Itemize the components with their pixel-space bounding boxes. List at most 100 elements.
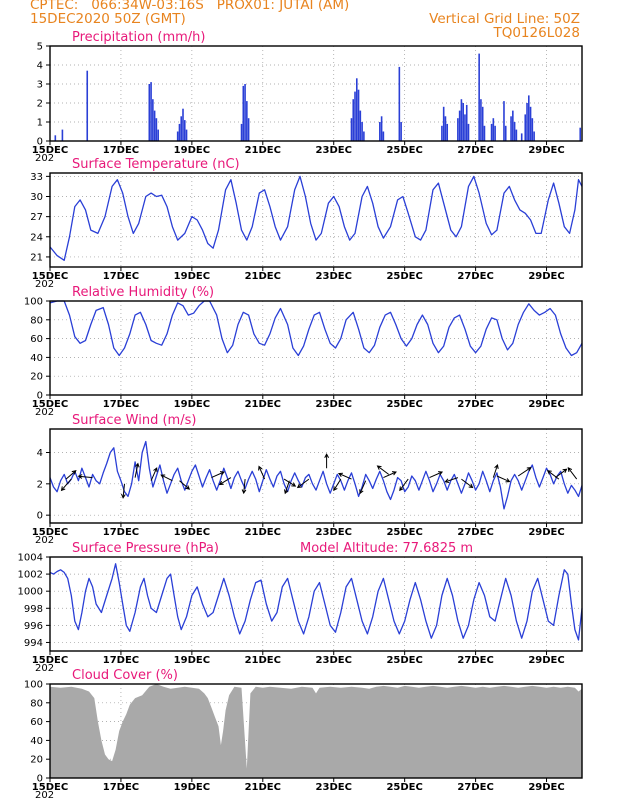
precip-bar (380, 116, 383, 141)
cloud-ytick-label: 40 (30, 736, 43, 747)
precip-bar (180, 116, 183, 141)
temp-xtick-label: 23DEC (316, 271, 352, 282)
rh-xtick-label: 15DEC (32, 399, 68, 410)
cloud-ytick-label: 0 (37, 774, 43, 785)
precip-bar (481, 106, 484, 141)
precip-bar (515, 129, 518, 141)
cloud-frame (49, 683, 583, 779)
cloud-ytick-label: 100 (24, 680, 43, 691)
precip-bar (444, 116, 447, 141)
wind-vector-arrow (258, 465, 266, 480)
precip-bar (176, 131, 179, 141)
pressure-ytick-label: 1002 (18, 570, 43, 581)
wind-series-line (49, 440, 583, 510)
precip-bar (531, 118, 534, 141)
rh-ytick-label: 100 (24, 297, 43, 308)
precip-bar (148, 84, 151, 141)
wind-xtick-label: 19DEC (174, 527, 210, 538)
wind-vector-arrow (359, 480, 367, 495)
pressure-title: Surface Pressure (hPa) (72, 541, 219, 556)
temp-series-line (49, 175, 583, 261)
cloud-cover-area (50, 684, 582, 778)
precip-bar (579, 127, 582, 141)
temp-xtick-label: 19DEC (174, 271, 210, 282)
rh-xtick-label: 17DEC (103, 399, 139, 410)
rh-xtick-label: 21DEC (245, 399, 281, 410)
cloud-panel: 0 20 40 60 80 100 15DEC 17DEC 19DEC 21DEC 23DEC 25D… (24, 668, 583, 800)
wind-xtick-label: 17DEC (103, 527, 139, 538)
wind-vector-arrow (241, 479, 247, 495)
header-grid-note: Vertical Grid Line: 50Z (429, 11, 580, 27)
precip-bar (478, 53, 480, 141)
precip-bar (513, 122, 516, 141)
precip-bar (533, 131, 535, 141)
rh-frame (49, 300, 583, 396)
wind-vector-arrow (333, 478, 342, 492)
precip-bar (244, 84, 246, 141)
wind-vector-arrow (134, 462, 140, 478)
pressure-year-label: 202 (35, 663, 54, 674)
precip-bar (524, 114, 527, 141)
precip-bar (247, 118, 250, 141)
precip-bar (492, 118, 495, 141)
pressure-ytick-label: 1004 (18, 553, 43, 564)
rh-series-line (49, 300, 583, 357)
precip-xtick-label: 15DEC (32, 145, 68, 156)
pressure-ytick-label: 998 (24, 604, 43, 615)
cloud-ytick-label: 60 (30, 717, 43, 728)
precip-bar (442, 106, 445, 141)
header-line1: CPTEC: 066:34W-03:16S PROX01: JUTAI (AM) (30, 0, 350, 13)
temp-title: Surface Temperature (nC) (72, 157, 240, 172)
precip-bar (460, 99, 463, 141)
pressure-xtick-label: 15DEC (32, 655, 68, 666)
precip-bar (355, 78, 358, 141)
rh-xtick-label: 19DEC (174, 399, 210, 410)
wind-vector-arrow (160, 474, 173, 482)
wind-frame (49, 428, 583, 524)
temp-frame (49, 172, 583, 268)
precip-bar (363, 131, 365, 141)
precip-bar (490, 123, 493, 141)
wind-vector-arrow (546, 470, 560, 480)
pressure-xtick-label: 21DEC (245, 655, 281, 666)
cloud-ytick-label: 20 (30, 755, 43, 766)
precip-year-label: 202 (35, 153, 54, 164)
precip-bar (178, 123, 181, 141)
wind-vector-arrow (150, 467, 158, 481)
temp-panel: 21 24 27 30 33 15DEC 17DEC 19DEC 21DEC 23DEC 25DEC… (30, 157, 583, 290)
rh-title: Relative Humidity (%) (72, 285, 214, 300)
precip-ytick-label: 1 (37, 118, 43, 129)
wind-vector-arrow (284, 480, 290, 495)
pressure-xtick-label: 17DEC (103, 655, 139, 666)
wind-vector-arrow (324, 453, 330, 469)
cloud-xtick-label: 27DEC (457, 782, 493, 793)
precip-xtick-label: 17DEC (103, 145, 139, 156)
wind-vector-arrow (461, 478, 474, 489)
precip-bar (510, 116, 512, 141)
precip-bar (462, 103, 464, 141)
precip-xtick-label: 19DEC (174, 145, 210, 156)
pressure-xtick-label: 19DEC (174, 655, 210, 666)
precip-ytick-label: 3 (37, 80, 43, 91)
rh-ytick-label: 0 (37, 391, 43, 402)
precip-bar (157, 129, 159, 141)
cloud-xtick-label: 29DEC (528, 782, 564, 793)
precip-bar (503, 101, 505, 141)
cloud-xtick-label: 15DEC (32, 782, 68, 793)
cloud-xtick-label: 17DEC (103, 782, 139, 793)
precip-bar (465, 104, 468, 141)
wind-vector-arrow (383, 471, 397, 479)
pressure-series-line (49, 563, 583, 641)
precip-bar (528, 95, 530, 141)
rh-xtick-label: 23DEC (316, 399, 352, 410)
temp-year-label: 202 (35, 279, 54, 290)
wind-vector-arrow (218, 477, 232, 486)
wind-vector-arrow (179, 480, 191, 490)
wind-ytick-label: 0 (37, 511, 43, 522)
precip-bar (483, 125, 486, 141)
wind-xtick-label: 25DEC (386, 527, 422, 538)
rh-ytick-label: 40 (30, 353, 43, 364)
wind-vector-arrow (496, 475, 511, 483)
wind-vector-arrow (121, 483, 126, 499)
